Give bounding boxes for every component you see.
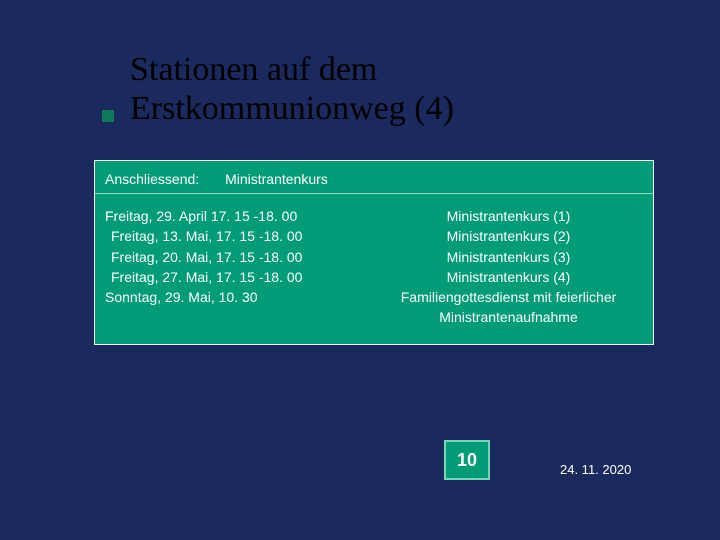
desc-row: Ministrantenkurs (2) <box>374 226 643 246</box>
desc-row: Ministrantenkurs (4) <box>374 267 643 287</box>
dates-column: Freitag, 29. April 17. 15 -18. 00 Freita… <box>105 206 374 328</box>
footer-date: 24. 11. 2020 <box>560 462 631 477</box>
page-number: 10 <box>457 450 477 471</box>
desc-column: Ministrantenkurs (1) Ministrantenkurs (2… <box>374 206 643 328</box>
date-row: Freitag, 13. Mai, 17. 15 -18. 00 <box>105 226 374 246</box>
date-row: Sonntag, 29. Mai, 10. 30 <box>105 287 374 307</box>
content-box: Anschliessend: Ministrantenkurs Freitag,… <box>94 160 654 345</box>
bullet-icon <box>102 110 114 122</box>
desc-row-extra: Ministrantenaufnahme <box>374 307 643 327</box>
desc-row: Ministrantenkurs (3) <box>374 247 643 267</box>
slide-title: Stationen auf dem Erstkommunionweg (4) <box>130 50 454 128</box>
date-row: Freitag, 27. Mai, 17. 15 -18. 00 <box>105 267 374 287</box>
title-line-1: Stationen auf dem <box>130 50 454 89</box>
content-body: Freitag, 29. April 17. 15 -18. 00 Freita… <box>95 194 653 344</box>
desc-row: Familiengottesdienst mit feierlicher <box>374 287 643 307</box>
page-number-box: 10 <box>444 440 490 480</box>
content-header: Anschliessend: Ministrantenkurs <box>95 161 653 194</box>
date-row: Freitag, 29. April 17. 15 -18. 00 <box>105 206 374 226</box>
desc-row: Ministrantenkurs (1) <box>374 206 643 226</box>
header-value: Ministrantenkurs <box>225 171 328 187</box>
date-row: Freitag, 20. Mai, 17. 15 -18. 00 <box>105 247 374 267</box>
header-label: Anschliessend: <box>105 171 199 187</box>
title-line-2: Erstkommunionweg (4) <box>130 89 454 128</box>
